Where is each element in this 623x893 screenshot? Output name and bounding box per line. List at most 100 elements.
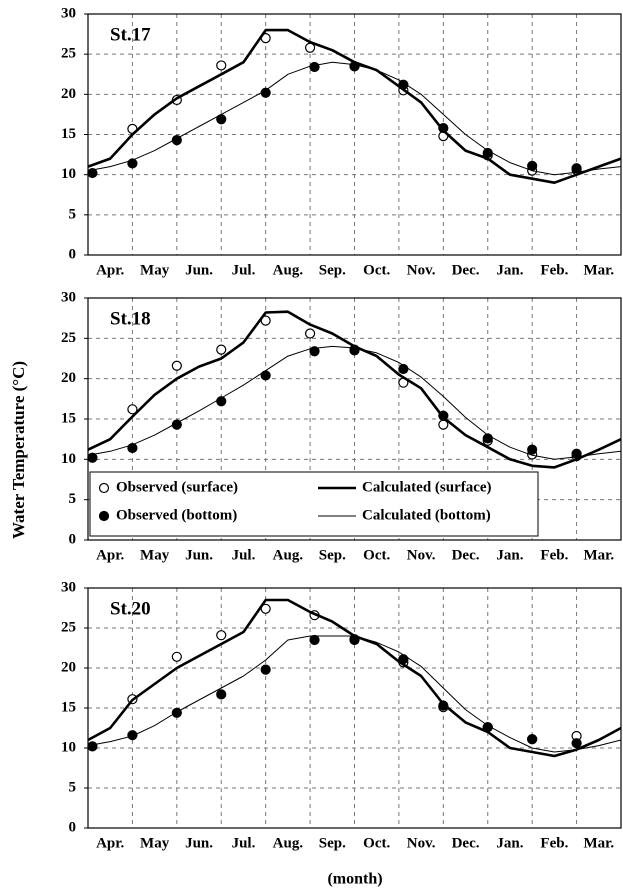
legend-marker: [98, 482, 110, 494]
plot-frame: [87, 587, 622, 829]
calculated-line: [87, 635, 622, 753]
x-tick-label: Oct.: [363, 262, 390, 278]
x-tick-label: Sep.: [319, 547, 346, 563]
x-tick-label: Feb.: [540, 835, 568, 851]
y-tick-label: 0: [69, 246, 77, 262]
legend-label: Calculated (bottom): [362, 507, 491, 523]
observed-point: [260, 87, 271, 98]
observed-point: [527, 734, 538, 745]
y-tick-label: 25: [61, 46, 76, 62]
x-tick-label: Jul.: [232, 547, 256, 563]
observed-point: [216, 344, 227, 355]
x-tick-label: Aug.: [273, 547, 304, 563]
x-tick-label: Jul.: [232, 835, 256, 851]
y-tick-label: 30: [61, 5, 76, 21]
x-tick-label: Oct.: [363, 835, 390, 851]
legend-label: Observed (bottom): [116, 507, 237, 523]
observed-point: [171, 135, 182, 146]
y-tick-label: 20: [61, 370, 76, 386]
observed-point: [171, 651, 182, 662]
x-tick-label: Jan.: [496, 262, 523, 278]
x-tick-label: Mar.: [583, 262, 614, 278]
panel-title: St.20: [110, 598, 151, 619]
y-tick-label: 0: [69, 531, 77, 547]
x-tick-label: Jun.: [185, 262, 213, 278]
x-tick-label: Nov.: [407, 547, 436, 563]
x-tick-label: Sep.: [319, 835, 346, 851]
x-tick-label: Apr.: [96, 262, 124, 278]
legend-marker: [98, 510, 110, 522]
panel-title: St.17: [110, 24, 151, 45]
x-tick-label: Dec.: [452, 262, 480, 278]
y-tick-label: 30: [61, 579, 76, 595]
x-tick-label: Feb.: [540, 262, 568, 278]
observed-point: [171, 419, 182, 430]
calculated-line: [87, 61, 622, 176]
y-tick-label: 15: [61, 699, 76, 715]
x-tick-label: Nov.: [407, 262, 436, 278]
x-tick-label: Sep.: [319, 262, 346, 278]
y-tick-label: 5: [69, 779, 77, 795]
x-tick-label: Jan.: [496, 835, 523, 851]
x-tick-label: Nov.: [407, 835, 436, 851]
observed-point: [527, 444, 538, 455]
legend-box: [89, 471, 539, 537]
observed-point: [527, 160, 538, 171]
x-tick-label: May: [140, 547, 170, 563]
plot-frame: [87, 13, 622, 256]
observed-point: [171, 360, 182, 371]
x-axis-label: (month): [327, 871, 382, 888]
y-tick-label: 25: [61, 330, 76, 346]
y-tick-label: 5: [69, 491, 77, 507]
observed-point: [309, 634, 320, 646]
observed-point: [171, 707, 182, 718]
x-tick-label: Dec.: [452, 835, 480, 851]
x-tick-label: Jun.: [185, 835, 213, 851]
legend-label: Calculated (surface): [362, 479, 492, 495]
calculated-line: [87, 345, 622, 460]
y-tick-label: 25: [61, 619, 76, 635]
plot-frame: [87, 297, 622, 541]
y-tick-label: 10: [61, 166, 76, 182]
observed-point: [304, 328, 316, 339]
x-tick-label: May: [140, 835, 170, 851]
y-tick-label: 30: [61, 289, 76, 305]
calculated-line: [87, 310, 622, 469]
observed-point: [216, 630, 227, 641]
y-tick-label: 15: [61, 126, 76, 142]
x-tick-label: Apr.: [96, 835, 124, 851]
x-tick-label: Apr.: [96, 547, 124, 563]
observed-point: [571, 738, 582, 749]
panel-title: St.18: [110, 308, 151, 329]
y-tick-label: 15: [61, 410, 76, 426]
observed-point: [216, 689, 227, 700]
x-tick-label: Mar.: [583, 547, 614, 563]
observed-point: [127, 404, 138, 415]
x-tick-label: Feb.: [540, 547, 568, 563]
y-tick-label: 5: [69, 206, 77, 222]
x-tick-label: Jan.: [496, 547, 523, 563]
x-tick-label: Jun.: [185, 547, 213, 563]
observed-point: [87, 167, 98, 179]
observed-point: [216, 60, 227, 71]
y-tick-label: 10: [61, 739, 76, 755]
x-tick-label: Dec.: [452, 547, 480, 563]
observed-point: [309, 61, 320, 73]
y-tick-label: 20: [61, 659, 76, 675]
y-tick-label: 20: [61, 86, 76, 102]
calculated-line: [87, 28, 622, 184]
y-tick-label: 10: [61, 451, 76, 467]
x-tick-label: May: [140, 262, 170, 278]
x-tick-label: Aug.: [273, 262, 304, 278]
x-tick-label: Aug.: [273, 835, 304, 851]
y-tick-label: 0: [69, 819, 77, 835]
observed-point: [87, 741, 98, 752]
legend-label: Observed (surface): [116, 479, 238, 495]
observed-point: [127, 730, 138, 741]
observed-point: [260, 664, 271, 675]
x-tick-label: Mar.: [583, 835, 614, 851]
observed-point: [87, 452, 98, 463]
y-axis-label: Water Temperature (°C): [9, 361, 28, 539]
x-tick-label: Oct.: [363, 547, 390, 563]
